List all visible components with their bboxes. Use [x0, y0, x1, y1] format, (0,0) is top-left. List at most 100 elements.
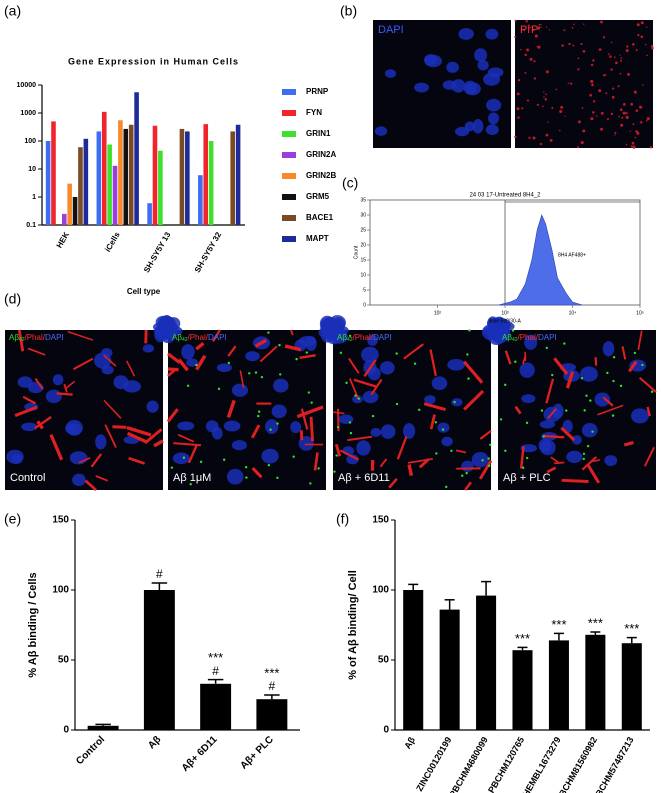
- x-tick-label: SH-SY5Y 13: [142, 230, 173, 274]
- actin: [550, 456, 559, 463]
- actin: [561, 478, 589, 483]
- abeta-dot: [489, 443, 492, 447]
- stain-label: Aβ42/Phal/DAPI: [337, 333, 392, 343]
- y-tick-label: 0: [363, 302, 366, 308]
- abeta-dot: [563, 342, 566, 345]
- y-tick-label: 1: [32, 194, 36, 201]
- actin: [423, 402, 446, 412]
- stain-dot: [637, 34, 640, 37]
- abeta-dot: [619, 384, 623, 388]
- stain-dot: [573, 23, 575, 26]
- abeta-dot: [317, 467, 320, 470]
- nucleus: [424, 54, 437, 66]
- abeta-dot: [227, 361, 231, 365]
- actin: [332, 411, 345, 415]
- abeta-dot: [586, 444, 590, 448]
- stain-phal: /Phal/: [353, 333, 374, 342]
- nucleus: [186, 358, 199, 367]
- stain-dot: [590, 79, 594, 84]
- abeta-dot: [633, 351, 637, 355]
- stain-dot: [590, 117, 594, 121]
- stain-dot: [612, 87, 615, 90]
- caption: Aβ + 6D11: [338, 472, 390, 484]
- abeta-dot: [611, 414, 615, 417]
- actin: [565, 371, 575, 389]
- stain-dot: [526, 99, 529, 102]
- abeta-dot: [418, 408, 421, 412]
- stain-dot: [598, 89, 602, 93]
- stain-dot: [598, 48, 602, 51]
- actin: [63, 383, 68, 393]
- stain-dot: [578, 120, 581, 124]
- nucleus: [346, 454, 359, 465]
- stain-ab: Aβ: [172, 333, 182, 342]
- nucleus: [305, 336, 317, 351]
- actin: [638, 377, 657, 393]
- stain-dot: [517, 116, 520, 119]
- nucleus: [265, 419, 279, 435]
- nucleus: [477, 60, 489, 71]
- nucleus: [69, 451, 88, 465]
- actin: [299, 354, 316, 360]
- bar: [96, 131, 102, 225]
- bar: [203, 124, 209, 225]
- stain-ab: Aβ: [9, 333, 19, 342]
- nucleus: [594, 392, 611, 407]
- y-axis-label: % of Aβ binding/ Cell: [347, 570, 359, 680]
- stain-phal: /Phal/: [188, 333, 209, 342]
- actin: [348, 357, 360, 374]
- actin: [125, 360, 136, 377]
- abeta-dot: [450, 449, 453, 453]
- actin: [56, 392, 73, 396]
- y-tick-label: 25: [360, 227, 366, 233]
- legend-swatch: [282, 194, 296, 200]
- actin: [187, 445, 198, 464]
- stain-dot: [516, 92, 520, 96]
- stain-dot: [520, 48, 522, 51]
- actin: [103, 399, 122, 419]
- bar: [585, 634, 606, 730]
- stain-dot: [600, 20, 603, 24]
- stain-dot: [561, 44, 564, 47]
- micrograph: [515, 20, 653, 148]
- abeta-dot: [466, 353, 469, 356]
- actin: [250, 424, 261, 439]
- actin: [623, 440, 634, 447]
- stain-dot: [524, 72, 527, 74]
- abeta-dot: [357, 397, 361, 400]
- abeta-dot: [279, 373, 282, 376]
- stain-dot: [607, 53, 610, 55]
- stain-dot: [576, 146, 579, 149]
- y-tick-label: 35: [360, 197, 366, 203]
- nucleus: [384, 69, 397, 78]
- stain-sub: 42: [512, 337, 518, 343]
- nucleus: [21, 422, 38, 432]
- panel-label: (f): [336, 511, 349, 527]
- nucleus: [101, 347, 113, 358]
- bar: [83, 138, 89, 225]
- y-axis-label: Count: [353, 245, 359, 259]
- abeta-dot: [254, 371, 258, 374]
- stain-dot: [639, 105, 643, 109]
- abeta-dot: [453, 400, 456, 404]
- x-tick-label: Aβ+ PLC: [238, 734, 275, 771]
- stain-dot: [526, 48, 530, 52]
- bar: [158, 150, 163, 225]
- nucleus: [72, 473, 86, 487]
- abeta-dot: [514, 360, 517, 363]
- abeta-dot: [606, 371, 609, 375]
- legend-swatch: [282, 215, 296, 221]
- stain-dot: [580, 42, 583, 46]
- y-tick-label: 10: [360, 272, 366, 278]
- abeta-dot: [413, 362, 417, 365]
- actin: [153, 439, 164, 448]
- actin: [587, 464, 601, 484]
- nucleus: [271, 404, 287, 419]
- stain-dot: [620, 59, 623, 62]
- abeta-dot: [542, 435, 545, 438]
- actin: [296, 405, 324, 419]
- actin: [227, 345, 237, 357]
- stain-ab: Aβ: [337, 333, 347, 342]
- histogram-area: [498, 214, 583, 306]
- actin: [104, 424, 117, 448]
